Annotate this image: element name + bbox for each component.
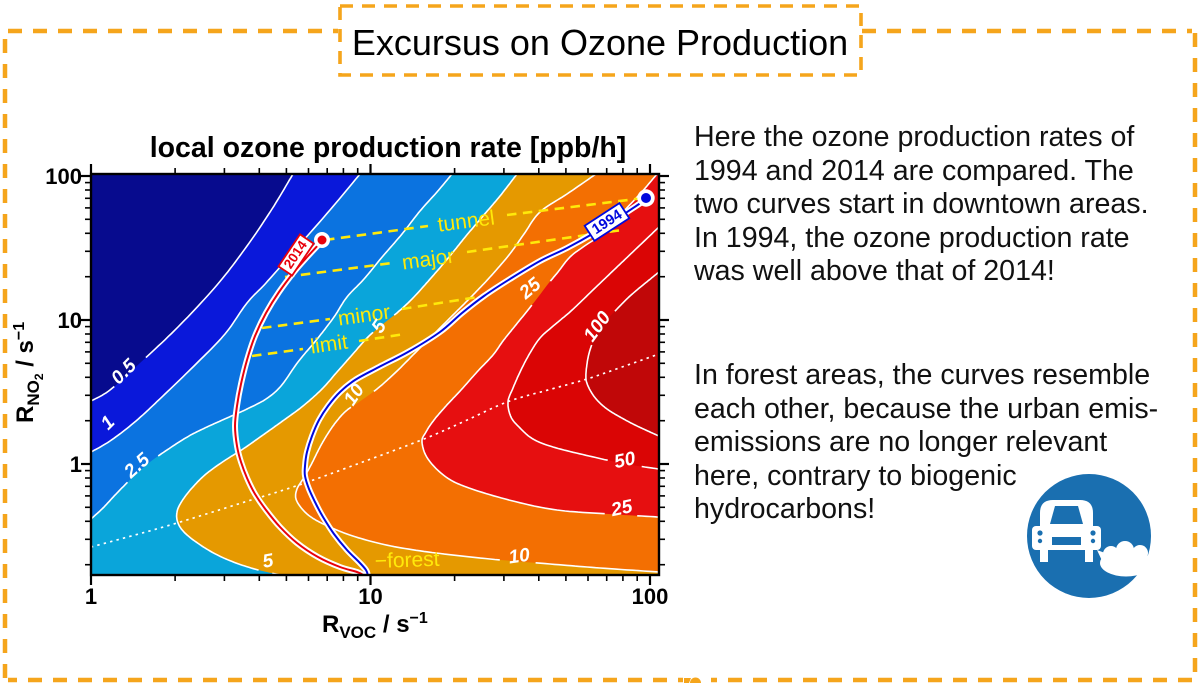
svg-text:25: 25	[608, 496, 634, 521]
svg-text:10: 10	[507, 545, 531, 569]
svg-text:RNO2 / s−1: RNO2 / s−1	[11, 322, 46, 423]
svg-text:1: 1	[85, 584, 97, 609]
svg-text:10: 10	[358, 584, 382, 609]
svg-text:100: 100	[632, 584, 669, 609]
svg-text:100: 100	[45, 164, 82, 189]
svg-text:limit: limit	[309, 331, 349, 359]
svg-text:10: 10	[58, 308, 82, 333]
svg-text:5: 5	[261, 550, 275, 573]
svg-text:50: 50	[612, 448, 637, 473]
svg-text:RVOC / s−1: RVOC / s−1	[322, 610, 428, 642]
svg-text:1: 1	[70, 452, 82, 477]
svg-text:local ozone production rate [p: local ozone production rate [ppb/h]	[150, 132, 627, 164]
svg-text:Excursus on Ozone Production: Excursus on Ozone Production	[352, 22, 848, 63]
svg-text:−forest: −forest	[374, 548, 440, 573]
